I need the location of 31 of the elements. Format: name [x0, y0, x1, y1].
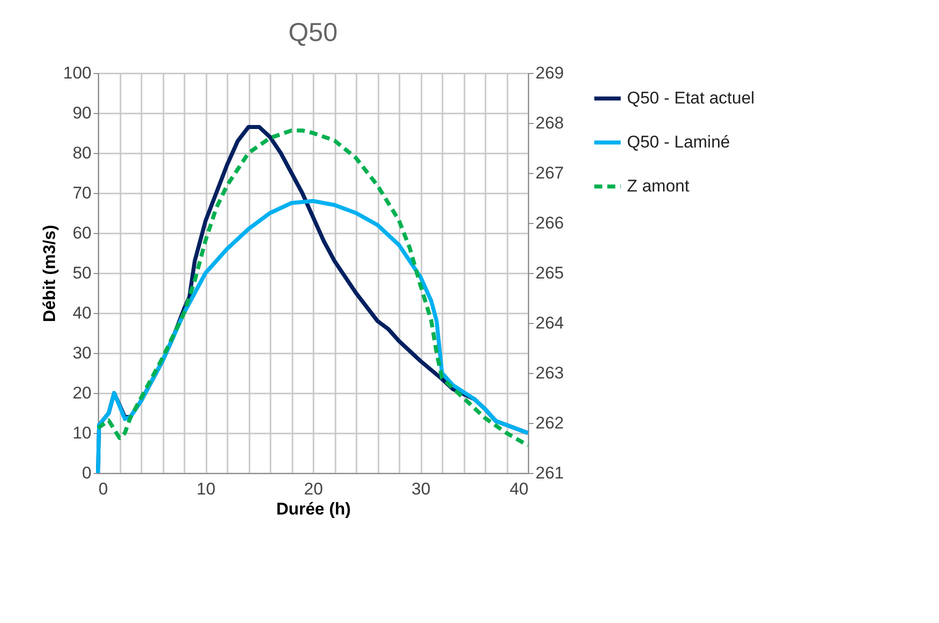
legend-label: Q50 - Laminé: [627, 132, 730, 152]
x-tick-label: 30: [412, 480, 430, 498]
x-tick-label: 10: [196, 480, 216, 498]
y2-tick-label: 261: [536, 464, 564, 482]
x-tick-label: 40: [510, 480, 528, 498]
y-tick-label: 90: [72, 104, 92, 122]
y-tick-label: 0: [82, 464, 92, 482]
legend-label: Q50 - Etat actuel: [627, 88, 755, 108]
x-tick-label: 0: [98, 480, 108, 498]
y2-tick-label: 267: [536, 164, 564, 182]
y2-tick-label: 264: [536, 314, 564, 332]
y-tick-label: 100: [63, 64, 92, 82]
y2-tick-label: 262: [536, 414, 564, 432]
y2-tick-label: 269: [536, 64, 564, 82]
y-tick-label: 30: [72, 344, 92, 362]
y-tick-label: 10: [72, 424, 92, 442]
y-tick-label: 40: [72, 304, 92, 322]
y2-tick-label: 263: [536, 364, 564, 382]
y-tick-label: 50: [72, 264, 92, 282]
y2-tick-label: 266: [536, 214, 564, 232]
chart-title: Q50: [288, 17, 338, 47]
y2-tick-label: 265: [536, 264, 564, 282]
y2-tick-label: 268: [536, 114, 564, 132]
y-tick-label: 60: [72, 224, 92, 242]
y-axis-title: Débit (m3/s): [40, 224, 60, 322]
y-tick-label: 70: [72, 184, 92, 202]
legend-label: Z amont: [627, 176, 690, 196]
y-tick-label: 20: [72, 384, 92, 402]
x-tick-label: 20: [304, 480, 323, 498]
y-tick-label: 80: [72, 144, 92, 162]
x-axis-title: Durée (h): [276, 500, 351, 518]
